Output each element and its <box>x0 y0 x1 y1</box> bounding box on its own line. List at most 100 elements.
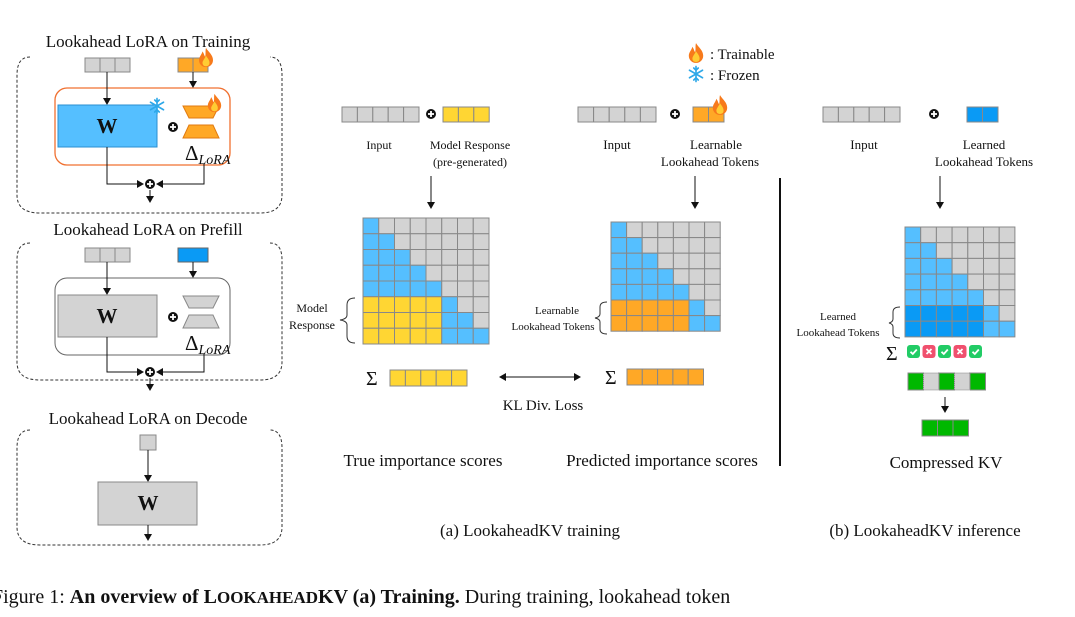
matrix-cell <box>362 327 380 345</box>
matrix-cell <box>688 221 706 239</box>
evicted-kv-cell <box>954 372 971 391</box>
matrix-cell <box>951 273 969 291</box>
matrix-cell <box>626 268 643 285</box>
token-cell <box>868 106 886 123</box>
input-tokens <box>341 106 420 123</box>
token-cell <box>457 106 475 123</box>
matrix-cell <box>983 226 1000 244</box>
matrix-cell <box>904 226 922 244</box>
matrix-cell <box>672 283 690 301</box>
legend-frozen: : Frozen <box>710 68 760 84</box>
fire-icon <box>207 93 222 113</box>
check-mark <box>909 348 918 356</box>
lora-up-projection <box>182 314 220 329</box>
token-cell <box>403 106 420 123</box>
token-cell <box>608 106 626 123</box>
token-cell <box>672 368 689 386</box>
token-cell <box>435 369 453 387</box>
cross-mark <box>956 348 964 355</box>
brace <box>594 301 608 335</box>
token-cell <box>639 106 657 123</box>
token-cell <box>420 369 437 387</box>
matrix-cell <box>688 283 706 301</box>
matrix-cell <box>688 268 706 285</box>
token-cell <box>473 106 490 123</box>
matrix-cell <box>425 249 443 266</box>
kept-kv-cell <box>907 372 924 391</box>
token-cell <box>657 368 674 386</box>
matrix-cell <box>657 221 674 239</box>
plus-icon <box>425 108 437 120</box>
matrix-cell <box>641 315 659 332</box>
matrix-cell <box>935 320 953 338</box>
matrix-cell <box>472 296 490 313</box>
brace <box>888 306 901 339</box>
brace-label: Response <box>289 318 335 332</box>
response-label: Model Response <box>430 138 510 152</box>
matrix-cell <box>394 296 411 313</box>
token-cell <box>356 106 374 123</box>
matrix-cell <box>704 268 721 285</box>
dashed-border <box>16 242 283 381</box>
token-cell <box>114 57 131 73</box>
matrix-cell <box>920 257 937 275</box>
matrix-cell <box>378 312 395 329</box>
matrix-cell <box>425 233 443 250</box>
panel-title: Lookahead LoRA on Prefill <box>53 220 243 239</box>
token-cell <box>687 368 705 386</box>
matrix-cell <box>641 252 659 270</box>
token-cell <box>177 57 194 73</box>
matrix-cell <box>441 233 458 250</box>
token-cell <box>853 106 870 123</box>
token-cell <box>937 419 954 437</box>
true-scores-label: True importance scores <box>344 451 503 470</box>
matrix-cell <box>378 296 395 313</box>
check-mark <box>971 348 980 356</box>
matrix-cell <box>951 257 969 275</box>
matrix-cell <box>626 237 643 254</box>
lora-prefill-panel: Lookahead LoRA on Prefill W ΔLoRA <box>16 220 283 391</box>
matrix-cell <box>967 305 984 322</box>
panel-title: Lookahead LoRA on Decode <box>49 409 248 428</box>
input-tokens <box>577 106 657 123</box>
matrix-cell <box>378 264 395 282</box>
plus-icon <box>144 178 156 190</box>
matrix-cell <box>362 280 380 298</box>
input-tokens <box>84 57 131 73</box>
token-cell <box>952 419 969 437</box>
matrix-cell <box>983 242 1000 259</box>
matrix-cell <box>998 257 1016 275</box>
input-label: Input <box>366 138 392 152</box>
kv-mask-bar <box>907 372 986 391</box>
plus-icon <box>144 366 156 378</box>
token-cell <box>114 247 131 263</box>
plus-icon <box>167 311 179 323</box>
matrix-cell <box>362 312 380 329</box>
cross-mark <box>925 348 933 355</box>
matrix-cell <box>409 280 427 298</box>
matrix-cell <box>610 268 628 285</box>
matrix-cell <box>998 226 1016 244</box>
matrix-cell <box>641 237 659 254</box>
matrix-cell <box>951 242 969 259</box>
matrix-cell <box>457 249 474 266</box>
decode-token <box>139 434 157 451</box>
legend: : Trainable : Frozen <box>688 43 775 84</box>
matrix-cell <box>672 299 690 317</box>
token-cell <box>451 369 468 387</box>
matrix-cell <box>472 327 490 345</box>
brace-label: Model <box>296 301 328 315</box>
token-cell <box>982 106 999 123</box>
matrix-cell <box>967 226 984 244</box>
matrix-cell <box>441 249 458 266</box>
check-mark <box>940 348 949 356</box>
matrix-cell <box>457 296 474 313</box>
matrix-cell <box>362 264 380 282</box>
matrix-cell <box>998 273 1016 291</box>
matrix-cell <box>441 327 458 345</box>
matrix-cell <box>394 264 411 282</box>
matrix-cell <box>983 305 1000 322</box>
figure-caption: Figure 1: An overview of LOOKAHEADKV (a)… <box>0 586 730 608</box>
matrix-cell <box>998 289 1016 306</box>
